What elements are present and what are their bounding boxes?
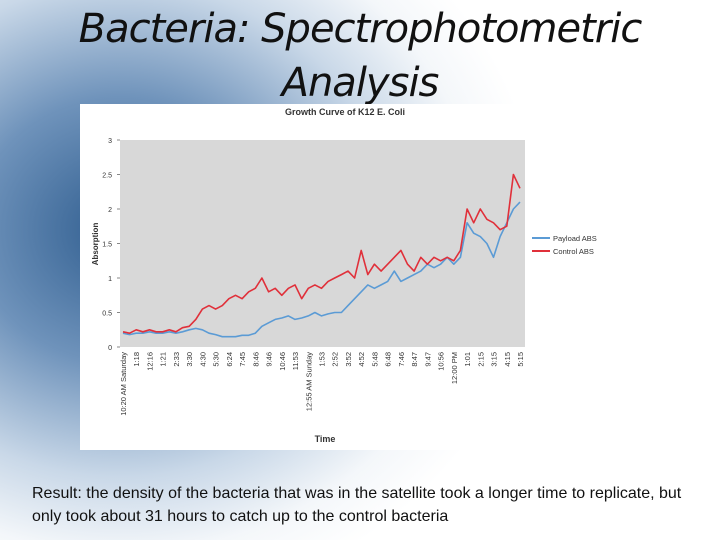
x-tick-label: 2:15 <box>476 352 485 367</box>
legend-label: Payload ABS <box>553 234 597 243</box>
x-tick-label: 8:46 <box>251 352 260 367</box>
x-tick-label: 6:24 <box>225 352 234 367</box>
x-tick-label: 5:15 <box>516 352 525 367</box>
series-line <box>122 201 521 338</box>
x-tick-label: 1:18 <box>132 352 141 367</box>
slide-caption: Result: the density of the bacteria that… <box>32 485 682 525</box>
x-tick-label: 4:30 <box>198 352 207 367</box>
x-tick-label: 9:46 <box>265 352 274 367</box>
plot-area <box>120 140 525 347</box>
x-tick-label: 1:21 <box>159 352 168 367</box>
series-line <box>122 173 521 334</box>
legend-label: Control ABS <box>553 247 594 256</box>
y-tick-label: 1.5 <box>102 242 112 249</box>
x-tick-label: 4:15 <box>503 352 512 367</box>
x-tick-label: 3:30 <box>185 352 194 367</box>
x-tick-label: 2:33 <box>172 352 181 367</box>
slide-title: Bacteria: Spectrophotometric Analysis <box>78 6 643 106</box>
x-tick-label: 10:56 <box>437 352 446 371</box>
x-axis-label: Time <box>315 434 336 444</box>
x-tick-label: 12:55 AM Sunday <box>304 352 313 411</box>
chart: Growth Curve of K12 E. Coli Time Absorpt… <box>80 104 610 450</box>
x-tick-label: 3:52 <box>344 352 353 367</box>
x-tick-label: 10:20 AM Saturday <box>119 352 128 416</box>
y-tick-label: 1 <box>108 276 112 283</box>
x-tick-label: 10:46 <box>278 352 287 371</box>
x-tick-label: 8:47 <box>410 352 419 367</box>
y-tick-label: 0.5 <box>102 311 112 318</box>
y-tick-label: 3 <box>108 138 112 145</box>
y-tick-label: 2.5 <box>102 173 112 180</box>
y-tick-label: 0 <box>108 345 112 352</box>
x-tick-label: 12:16 <box>145 352 154 371</box>
x-tick-label: 5:48 <box>370 352 379 367</box>
x-tick-label: 5:30 <box>212 352 221 367</box>
x-tick-label: 2:52 <box>331 352 340 367</box>
x-tick-label: 7:45 <box>238 352 247 367</box>
x-tick-label: 4:52 <box>357 352 366 367</box>
chart-title: Growth Curve of K12 E. Coli <box>285 107 405 117</box>
y-tick-label: 2 <box>108 207 112 214</box>
x-tick-label: 12:00 PM <box>450 352 459 384</box>
x-tick-label: 1:01 <box>463 352 472 367</box>
x-tick-label: 3:15 <box>490 352 499 367</box>
x-tick-label: 9:47 <box>423 352 432 367</box>
x-tick-label: 11:53 <box>291 352 300 370</box>
y-axis-label: Absorption <box>91 223 100 266</box>
x-tick-label: 1:53 <box>318 352 327 367</box>
x-tick-label: 7:46 <box>397 352 406 367</box>
x-tick-label: 6:48 <box>384 352 393 367</box>
